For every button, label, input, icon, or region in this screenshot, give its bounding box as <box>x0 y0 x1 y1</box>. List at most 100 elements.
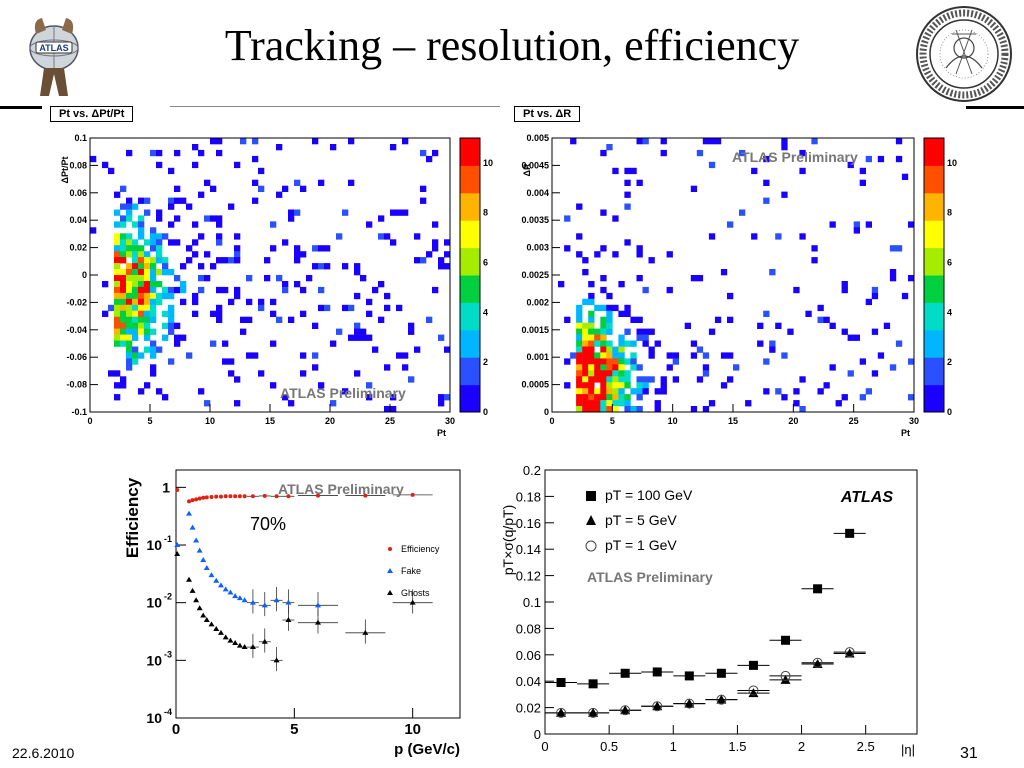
heatmap-cell <box>114 316 121 323</box>
heatmap-cell <box>180 298 187 306</box>
data-point <box>273 657 280 663</box>
data-point <box>222 634 229 640</box>
heatmap-cell <box>618 346 625 353</box>
heatmap-cell <box>420 185 427 192</box>
heatmap-cell <box>324 263 331 270</box>
y-tick-label: 0.1 <box>74 133 87 143</box>
heatmap-cell <box>114 370 121 377</box>
data-point <box>193 537 200 543</box>
heatmap-cell <box>829 364 836 371</box>
heatmap-cell <box>186 245 193 252</box>
heatmap-cell <box>576 406 583 413</box>
x-tick-label: 0 <box>541 739 548 754</box>
heatmap-cell <box>606 322 613 329</box>
heatmap-cell <box>300 310 307 317</box>
heatmap-cell <box>624 304 631 312</box>
heatmap-cell <box>180 281 187 288</box>
heatmap-cell <box>162 334 169 341</box>
heatmap-cell <box>618 382 625 389</box>
heatmap-cell <box>252 197 259 204</box>
heatmap-cell <box>432 149 439 157</box>
heatmap-cell <box>168 310 175 317</box>
heatmap-cell <box>150 275 157 282</box>
heatmap-cell <box>174 286 181 294</box>
heatmap-cell <box>294 281 301 288</box>
heatmap-cell <box>156 346 163 353</box>
heatmap-cell <box>144 292 151 300</box>
heatmap-cell <box>636 179 643 186</box>
x-tick-label: 5 <box>290 721 298 738</box>
plot-frame <box>544 469 918 735</box>
heatmap-cell <box>612 376 619 383</box>
data-point <box>196 605 203 611</box>
heatmap-cell <box>612 400 619 407</box>
heatmap-cell <box>150 328 157 335</box>
heatmap-cell <box>600 328 607 335</box>
heatmap-cell <box>156 388 163 395</box>
data-point <box>218 494 223 499</box>
heatmap-cell <box>444 251 451 258</box>
data-point <box>186 576 193 582</box>
heatmap-cell <box>576 352 583 359</box>
heatmap-cell <box>823 316 830 323</box>
heatmap-cell <box>908 221 915 228</box>
data-point <box>187 499 192 504</box>
heatmap-cell <box>636 245 643 252</box>
heatmap-cell <box>811 138 818 145</box>
heatmap-cell <box>426 316 433 323</box>
data-point <box>588 679 598 689</box>
heatmap-cell <box>198 149 205 157</box>
heatmap-cell <box>817 316 824 323</box>
data-point <box>200 612 207 618</box>
heatmap-cell <box>606 352 613 359</box>
y-tick-label: 0.04 <box>69 215 87 225</box>
color-scale-label: 4 <box>947 307 952 317</box>
color-scale-segment <box>460 138 480 166</box>
heatmap-cell <box>817 304 824 312</box>
heatmap-cell <box>769 346 776 353</box>
heatmap-cell <box>240 316 247 323</box>
heatmap-cell <box>234 400 241 407</box>
heatmap-cell <box>144 286 151 294</box>
heatmap-cell <box>582 352 589 359</box>
heatmap-cell <box>588 298 595 306</box>
data-point <box>249 599 256 605</box>
heatmap-cells <box>558 138 915 413</box>
heatmap-cell <box>192 298 199 306</box>
heatmap-cell <box>378 316 385 323</box>
heatmap-cell <box>889 245 897 252</box>
x-tick-label: 5 <box>610 416 615 426</box>
heatmap-cell <box>276 144 283 151</box>
heatmap-cell <box>618 388 625 395</box>
color-scale-label: 10 <box>947 158 957 168</box>
heatmap-cell <box>318 304 325 312</box>
heatmap-cell <box>859 358 866 365</box>
heatmap-cell <box>90 227 97 234</box>
heatmap-cell <box>156 245 163 252</box>
heatmap-cell <box>138 251 145 258</box>
heatmap-cell <box>240 138 247 145</box>
color-scale-segment <box>924 165 944 194</box>
heatmap-cell <box>228 370 235 377</box>
data-point <box>716 694 727 705</box>
heatmap-cell <box>120 269 127 276</box>
heatmap-cell <box>636 275 643 282</box>
y-tick-label: -0.02 <box>66 297 87 307</box>
data-point <box>236 595 243 601</box>
heatmap-cell <box>799 376 806 383</box>
heatmap-cell <box>162 257 169 264</box>
heatmap-cell <box>895 138 903 145</box>
heatmap-cell <box>823 382 830 389</box>
heatmap-cell <box>204 251 211 258</box>
heatmap-cell <box>660 382 667 389</box>
heatmap-cell <box>841 394 848 401</box>
heatmap-cell <box>114 257 121 264</box>
heatmap-cell <box>138 304 145 312</box>
heatmap-cell <box>576 400 583 407</box>
heatmap-cell <box>576 251 583 258</box>
y-tick-label: 0.02 <box>516 701 541 716</box>
data-point <box>652 667 662 677</box>
heatmap-cell <box>618 281 625 288</box>
heatmap-cell <box>402 209 409 216</box>
university-seal <box>916 6 1012 102</box>
